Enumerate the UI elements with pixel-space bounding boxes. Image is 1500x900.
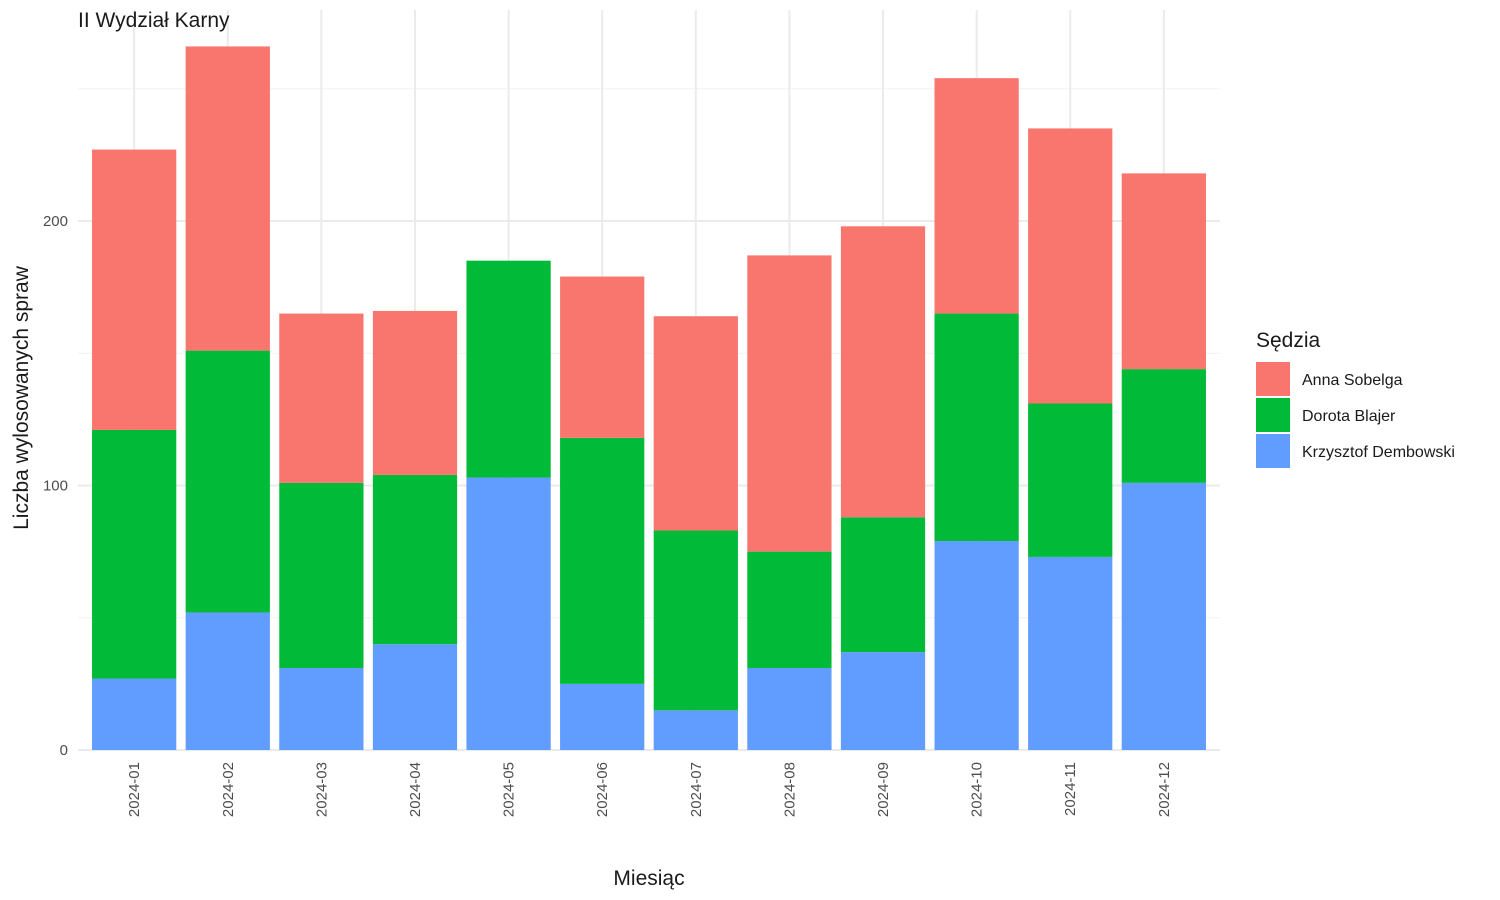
chart-title: II Wydział Karny	[78, 9, 230, 32]
x-tick-label: 2024-06	[594, 762, 611, 817]
bar-segment-2024-08	[747, 551, 832, 669]
bar-segment-2024-01	[92, 678, 177, 750]
bar-segment-2024-09	[840, 226, 926, 518]
legend-label: Krzysztof Dembowski	[1302, 444, 1455, 461]
x-tick-label: 2024-07	[688, 762, 705, 817]
x-tick-label: 2024-12	[1156, 762, 1173, 817]
bar-segment-2024-12	[1121, 369, 1206, 483]
bar-segment-2024-01	[92, 149, 177, 430]
bar-segment-2024-11	[1028, 556, 1113, 750]
bar-segment-2024-04	[372, 310, 458, 475]
bar-segment-2024-06	[560, 276, 645, 438]
bar-segment-2024-08	[747, 255, 832, 552]
x-tick-label: 2024-04	[407, 762, 424, 817]
x-tick-label: 2024-03	[313, 762, 330, 817]
legend-swatch	[1256, 398, 1290, 432]
bar-segment-2024-02	[185, 612, 270, 750]
bar-segment-2024-03	[279, 668, 364, 750]
x-tick-label: 2024-05	[501, 762, 518, 817]
x-tick-label: 2024-08	[781, 762, 798, 817]
legend: Sędzia Anna Sobelga Dorota Blajer Krzyszto…	[1256, 329, 1455, 468]
bars	[92, 46, 1206, 750]
bar-segment-2024-02	[185, 46, 270, 351]
bar-segment-2024-12	[1121, 173, 1206, 370]
x-tick-label: 2024-09	[875, 762, 892, 817]
x-tick-label: 2024-01	[126, 762, 143, 817]
bar-segment-2024-08	[747, 668, 832, 750]
bar-segment-2024-07	[653, 316, 738, 531]
y-tick-labels: 0 100 200	[43, 213, 68, 759]
bar-segment-2024-02	[185, 350, 270, 613]
legend-label: Dorota Blajer	[1302, 408, 1396, 425]
legend-swatch	[1256, 362, 1290, 396]
bar-segment-2024-09	[840, 652, 926, 750]
bar-segment-2024-07	[653, 530, 738, 711]
bar-segment-2024-10	[934, 78, 1019, 314]
bar-segment-2024-07	[653, 710, 738, 750]
y-axis-title: Liczba wylosowanych spraw	[10, 265, 33, 530]
x-tick-labels: 2024-01 2024-02 2024-03 2024-04 2024-05 2024-…	[126, 762, 1173, 817]
y-tick-label: 0	[60, 742, 68, 759]
x-tick-label: 2024-02	[220, 762, 237, 817]
bar-segment-2024-05	[466, 260, 551, 478]
legend-label: Anna Sobelga	[1302, 372, 1403, 389]
x-axis-title: Miesiąc	[613, 867, 684, 890]
x-tick-label: 2024-11	[1062, 762, 1079, 816]
bar-segment-2024-06	[560, 437, 645, 684]
bar-segment-2024-12	[1121, 482, 1206, 750]
bar-segment-2024-03	[279, 482, 364, 669]
bar-segment-2024-09	[840, 517, 926, 653]
bar-segment-2024-10	[934, 541, 1019, 750]
bar-segment-2024-03	[279, 313, 364, 483]
bar-segment-2024-11	[1028, 128, 1113, 404]
y-tick-label: 200	[43, 213, 68, 230]
bar-segment-2024-04	[372, 644, 458, 750]
bar-segment-2024-04	[372, 474, 458, 645]
x-tick-label: 2024-10	[969, 762, 986, 817]
bar-segment-2024-01	[92, 429, 177, 679]
bar-segment-2024-11	[1028, 403, 1113, 557]
legend-title: Sędzia	[1256, 329, 1321, 352]
bar-segment-2024-10	[934, 313, 1019, 542]
legend-swatch	[1256, 434, 1290, 468]
legend-items: Anna Sobelga Dorota Blajer Krzysztof Dembo…	[1256, 362, 1455, 468]
y-tick-label: 100	[43, 478, 68, 495]
bar-segment-2024-06	[560, 683, 645, 750]
bar-segment-2024-05	[466, 477, 551, 750]
